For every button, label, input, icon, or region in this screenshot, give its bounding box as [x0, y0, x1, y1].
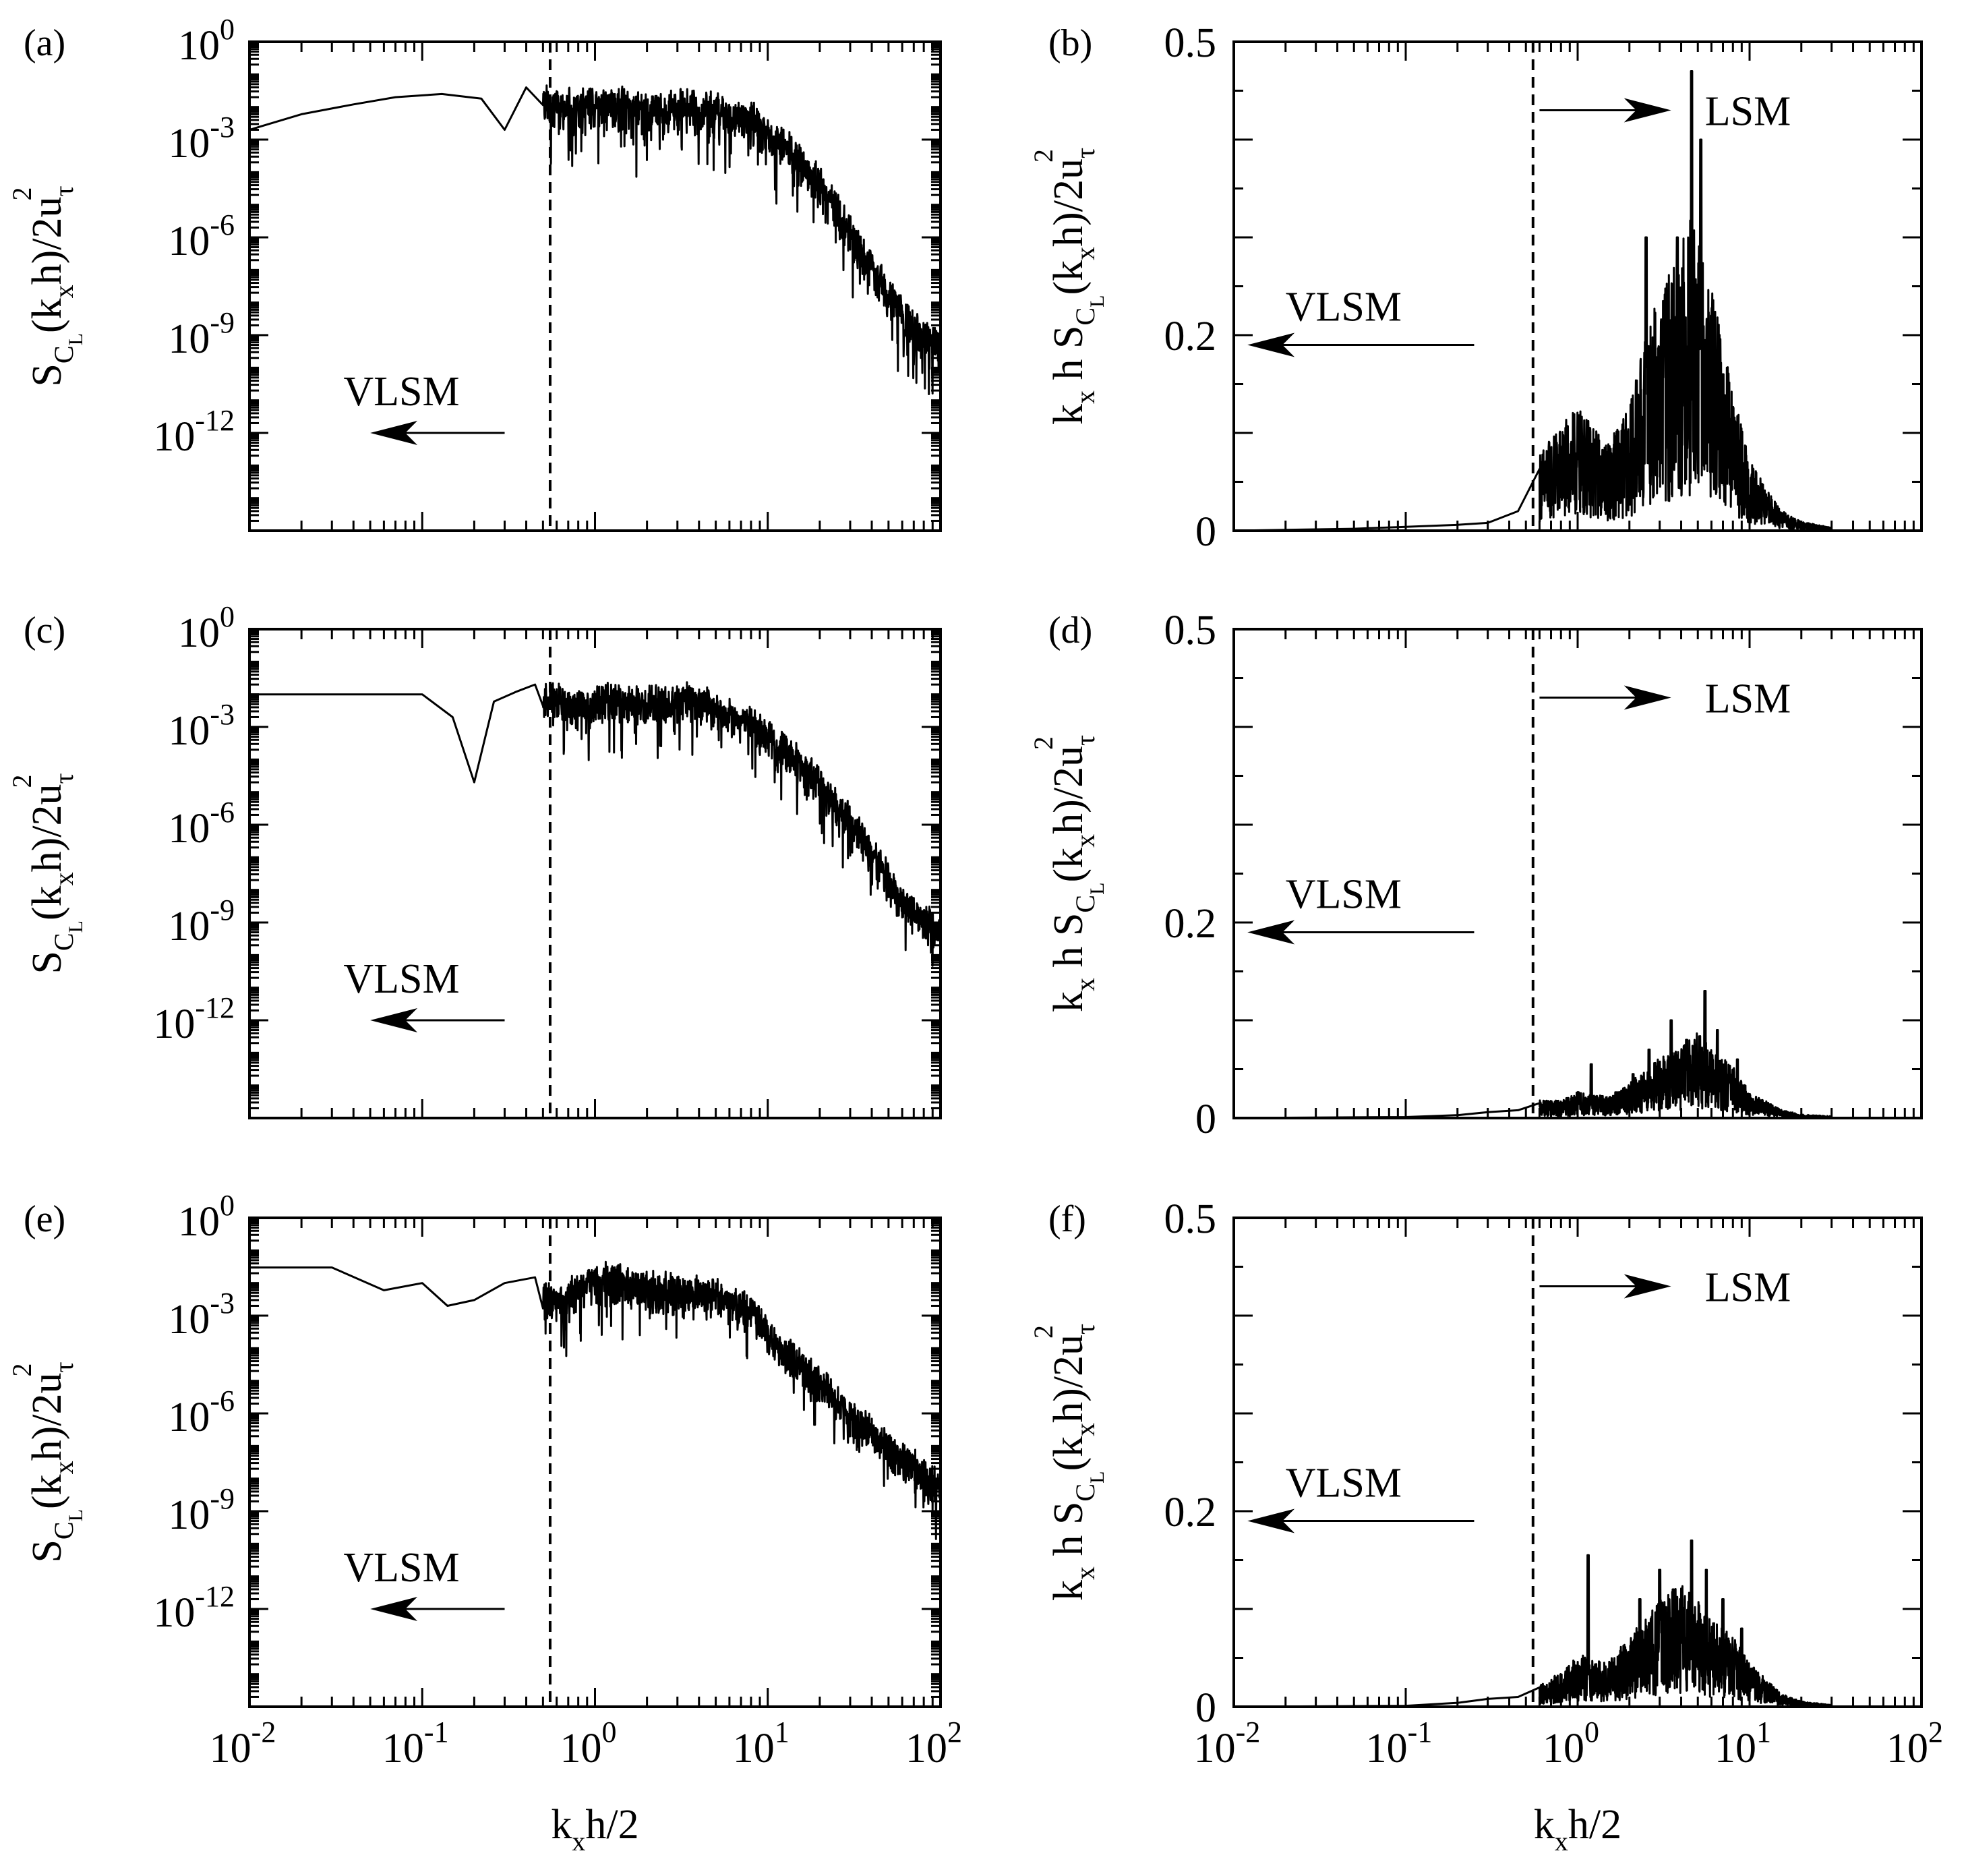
x-tick-label: 100: [1543, 1716, 1599, 1771]
annotation-label: VLSM: [1286, 872, 1402, 918]
panel-label: (a): [24, 22, 65, 64]
panel-d: 0.5 0.2 0 (d) kx h SCL(kxh)/2uτ2 LSM VLSM: [1028, 608, 1923, 1142]
y-tick-label: 0.5: [1164, 20, 1217, 66]
x-tick-label: 102: [1886, 1716, 1943, 1771]
annotation-label: LSM: [1705, 1265, 1791, 1311]
annotation-arrow-head: [1624, 98, 1671, 123]
annotation-label: VLSM: [1286, 1461, 1402, 1506]
y-tick-label: 10-9: [168, 306, 235, 362]
annotation-label: LSM: [1705, 676, 1791, 722]
y-tick-label: 0.5: [1164, 1196, 1217, 1242]
annotation-label: LSM: [1705, 89, 1791, 135]
annotation-label: VLSM: [343, 956, 459, 1002]
x-tick-label: 10-2: [210, 1716, 276, 1771]
y-tick-label: 10-12: [153, 991, 235, 1047]
panel-label: (e): [24, 1198, 65, 1240]
y-tick-label: 0.5: [1164, 608, 1217, 653]
y-axis-title: kx h SCL(kxh)/2uτ2: [1028, 1324, 1108, 1601]
panel-b: 0.5 0.2 0 (b) kx h SCL(kxh)/2uτ2 LSM VLSM: [1028, 20, 1923, 555]
y-axis-title: kx h SCL(kxh)/2uτ2: [1028, 148, 1108, 425]
series-line: [1233, 990, 1833, 1119]
panel-label: (b): [1048, 22, 1092, 64]
x-axis-title: kxh/2: [1534, 1802, 1621, 1856]
y-axis-title: kx h SCL(kxh)/2uτ2: [1028, 735, 1108, 1012]
panel-label: (f): [1048, 1198, 1086, 1240]
annotation-label: VLSM: [343, 369, 459, 415]
x-tick-label: 101: [733, 1716, 790, 1771]
y-tick-label: 10-6: [168, 1384, 235, 1440]
panel-e: 100 10-3 10-6 10-9 10-12 10-2 10-1 100 101 102 (e)…: [7, 1189, 962, 1856]
series-line: [249, 84, 942, 395]
y-tick-label: 10-3: [168, 698, 235, 754]
panel-a: 100 10-3 10-6 10-9 10-12 (a) SCL(kxh)/2uτ2 VLSM: [7, 13, 942, 532]
y-tick-label: 100: [178, 1189, 235, 1245]
series-line: [249, 1260, 942, 1540]
y-tick-label: 10-9: [168, 1482, 235, 1538]
annotation-arrow-head: [370, 1597, 418, 1621]
panel-label: (d): [1048, 610, 1092, 651]
annotation-arrow-head: [370, 421, 418, 445]
y-tick-label: 10-6: [168, 796, 235, 852]
annotation-arrow-head: [1624, 1274, 1671, 1299]
y-axis-title: SCL(kxh)/2uτ2: [7, 773, 87, 974]
y-tick-label: 100: [178, 13, 235, 69]
y-tick-label: 0: [1195, 1096, 1216, 1142]
x-axis-title: kxh/2: [551, 1802, 638, 1856]
panel-label: (c): [24, 610, 65, 651]
series-line: [249, 681, 942, 967]
y-tick-label: 0.2: [1164, 1490, 1217, 1535]
annotation-arrow-head: [370, 1008, 418, 1032]
series-line: [1233, 70, 1833, 532]
y-tick-label: 0.2: [1164, 901, 1217, 947]
y-axis-title: SCL(kxh)/2uτ2: [7, 1361, 87, 1562]
y-tick-label: 0.2: [1164, 314, 1217, 359]
annotation-label: VLSM: [343, 1545, 459, 1591]
annotation-arrow-head: [1247, 332, 1295, 357]
x-tick-label: 100: [560, 1716, 617, 1771]
y-tick-label: 10-9: [168, 893, 235, 949]
annotation-label: VLSM: [1286, 285, 1402, 330]
y-tick-label: 10-12: [153, 1580, 235, 1636]
y-tick-label: 0: [1195, 1685, 1216, 1731]
y-axis-title: SCL(kxh)/2uτ2: [7, 185, 87, 386]
x-tick-label: 10-1: [1366, 1716, 1433, 1771]
y-tick-label: 100: [178, 600, 235, 656]
x-tick-label: 10-2: [1194, 1716, 1261, 1771]
annotation-arrow-head: [1247, 920, 1295, 945]
panel-c: 100 10-3 10-6 10-9 10-12 (c) SCL(kxh)/2uτ2 VLSM: [7, 600, 942, 1119]
x-tick-label: 101: [1715, 1716, 1771, 1771]
x-tick-label: 10-1: [382, 1716, 449, 1771]
y-tick-label: 10-6: [168, 208, 235, 264]
y-tick-label: 10-3: [168, 1287, 235, 1343]
y-tick-label: 0: [1195, 509, 1216, 555]
x-tick-label: 102: [905, 1716, 962, 1771]
y-tick-label: 10-3: [168, 111, 235, 167]
annotation-arrow-head: [1247, 1508, 1295, 1533]
annotation-arrow-head: [1624, 685, 1671, 710]
series-line: [1233, 1540, 1833, 1708]
panel-f: 0.5 0.2 010-2 10-1 100 101 102 (f) kx h SCL(kxh)…: [1028, 1196, 1943, 1856]
y-tick-label: 10-12: [153, 404, 235, 460]
